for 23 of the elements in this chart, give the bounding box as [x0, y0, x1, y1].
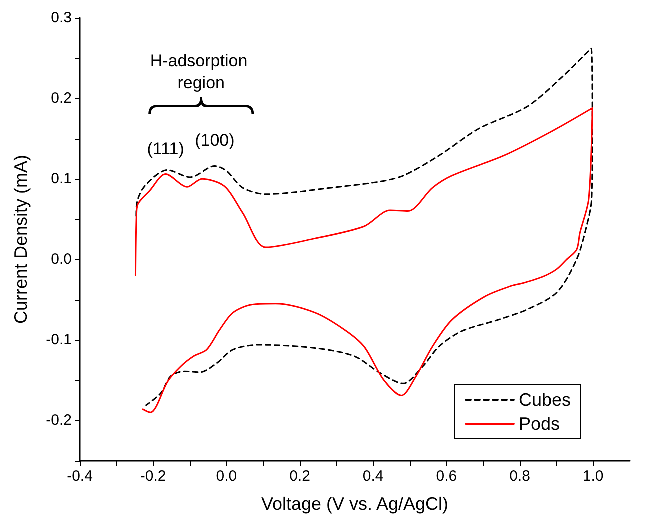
x-tick-label: 0.0: [216, 468, 238, 485]
x-tick-label: 0.4: [362, 468, 384, 485]
y-tick-label: 0.3: [51, 10, 72, 26]
line-series: [134, 107, 594, 414]
x-tick-label: 1.0: [582, 468, 604, 485]
legend-label: Pods: [518, 414, 560, 434]
y-tick-label: -0.1: [46, 332, 72, 349]
legend-label: Cubes: [518, 390, 571, 410]
x-tick-label: -0.4: [67, 468, 93, 485]
line-series: [136, 48, 594, 406]
y-tick-label: 0.2: [51, 90, 72, 108]
x-tick-label: -0.2: [140, 468, 166, 485]
annotation: (100): [195, 131, 235, 150]
y-tick-label: 0.1: [51, 170, 72, 188]
x-axis-title: Voltage (V vs. Ag/AgCl): [261, 494, 449, 514]
x-tick-label: 0.2: [290, 468, 310, 485]
annotation: H-adsorption region: [150, 52, 252, 93]
x-tick-label: 0.8: [510, 468, 530, 485]
annotation: (111): [147, 139, 184, 158]
x-tick-label: 0.6: [436, 468, 458, 485]
y-axis-title: Current Density (mA): [11, 154, 31, 324]
y-tick-label: 0.0: [51, 251, 72, 268]
y-tick-label: -0.2: [46, 412, 72, 430]
